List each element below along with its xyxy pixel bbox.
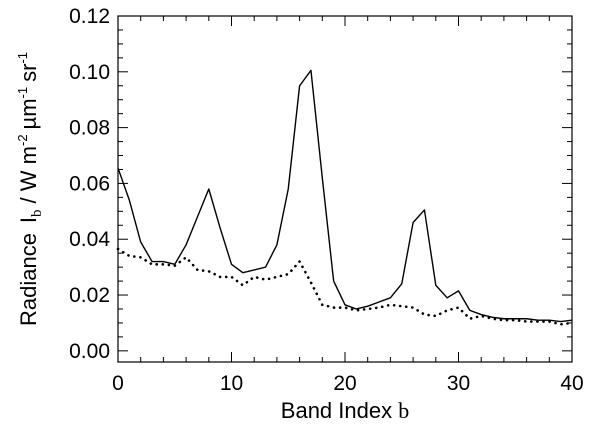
x-tick-label: 10 [220, 372, 243, 395]
x-tick-label: 40 [560, 372, 583, 395]
series-group [116, 69, 574, 326]
x-tick-label: 20 [333, 372, 356, 395]
y-tick-label: 0.04 [69, 228, 110, 251]
plot-frame [117, 15, 573, 363]
y-label-symbol-sub: b [29, 209, 45, 217]
y-tick-label: 0.06 [69, 172, 110, 195]
tick-labels: 0 10 20 30 40 0.00 0.02 0.04 0.06 0.08 0.10 0.12 [69, 5, 584, 395]
y-tick-label: 0.02 [69, 284, 110, 307]
y-label-unit-w-exp: -2 [15, 134, 30, 146]
y-tick-label: 0.10 [69, 61, 110, 84]
solid-series-line [117, 69, 573, 323]
y-label-unit-w: / W m [16, 146, 41, 203]
y-label-unit-sr-exp: -1 [15, 52, 30, 64]
x-tick-label: 0 [112, 372, 124, 395]
y-label-symbol: I [16, 217, 41, 223]
y-label-prefix: Radiance [16, 233, 41, 326]
y-axis-label: RadianceIb/ W m-2µm-1sr-1 [15, 52, 45, 326]
y-label-unit-um-exp: -1 [15, 87, 30, 99]
y-tick-label: 0.00 [69, 340, 110, 363]
axis-ticks [117, 15, 573, 362]
y-label-unit-sr: sr [16, 64, 41, 82]
y-tick-label: 0.12 [69, 5, 110, 28]
x-tick-label: 30 [447, 372, 470, 395]
x-axis-label: Band Index b [281, 398, 409, 423]
y-tick-label: 0.08 [69, 117, 110, 140]
dotted-series-line [116, 247, 574, 326]
x-axis-symbol: b [398, 398, 409, 423]
y-label-unit-um: µm [16, 98, 41, 129]
